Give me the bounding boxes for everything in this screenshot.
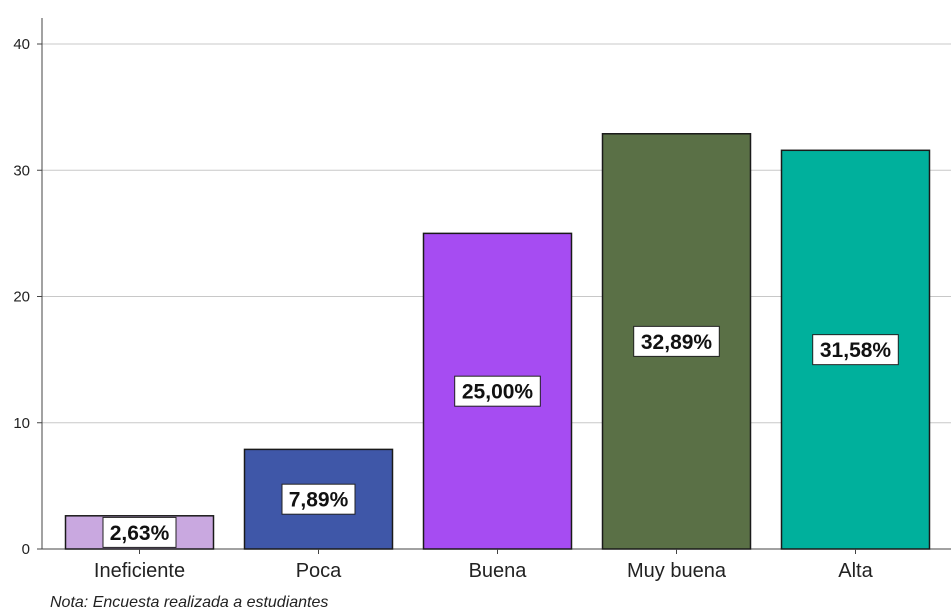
y-axis: 0 10 20 30 40 [13, 36, 42, 558]
x-tick-label: Ineficiente [94, 560, 185, 582]
y-tick-label: 40 [13, 36, 30, 53]
data-label-text: 32,89% [641, 331, 713, 354]
y-tick-label: 0 [22, 541, 30, 558]
x-tick-label: Buena [469, 560, 528, 582]
data-label: 2,63% [102, 516, 177, 548]
x-tick-label: Muy buena [627, 560, 727, 582]
data-label-box [812, 334, 899, 366]
data-label-box [281, 483, 356, 515]
y-tick-label: 10 [13, 415, 30, 432]
bars [64, 133, 931, 550]
data-label: 32,89% [633, 325, 720, 357]
chart-note: Nota: Encuesta realizada a estudiantes [50, 594, 329, 611]
data-label-text: 25,00% [462, 381, 534, 404]
data-labels: 2,63% 7,89% 25,00% 32,89% 31,58% [102, 325, 899, 548]
data-label-text: 2,63% [110, 522, 170, 545]
data-label: 31,58% [812, 334, 899, 366]
y-tick-label: 30 [13, 162, 30, 179]
x-tick-label: Poca [296, 560, 342, 582]
data-label-box [102, 516, 177, 548]
data-label-text: 31,58% [820, 339, 892, 362]
data-label-text: 7,89% [289, 489, 349, 512]
data-label: 25,00% [454, 375, 541, 407]
data-label-box [454, 375, 541, 407]
y-tick-label: 20 [13, 289, 30, 306]
x-tick-label: Alta [838, 560, 873, 582]
data-label: 7,89% [281, 483, 356, 515]
data-label-box [633, 325, 720, 357]
x-axis: Ineficiente Poca Buena Muy buena Alta [94, 549, 874, 582]
